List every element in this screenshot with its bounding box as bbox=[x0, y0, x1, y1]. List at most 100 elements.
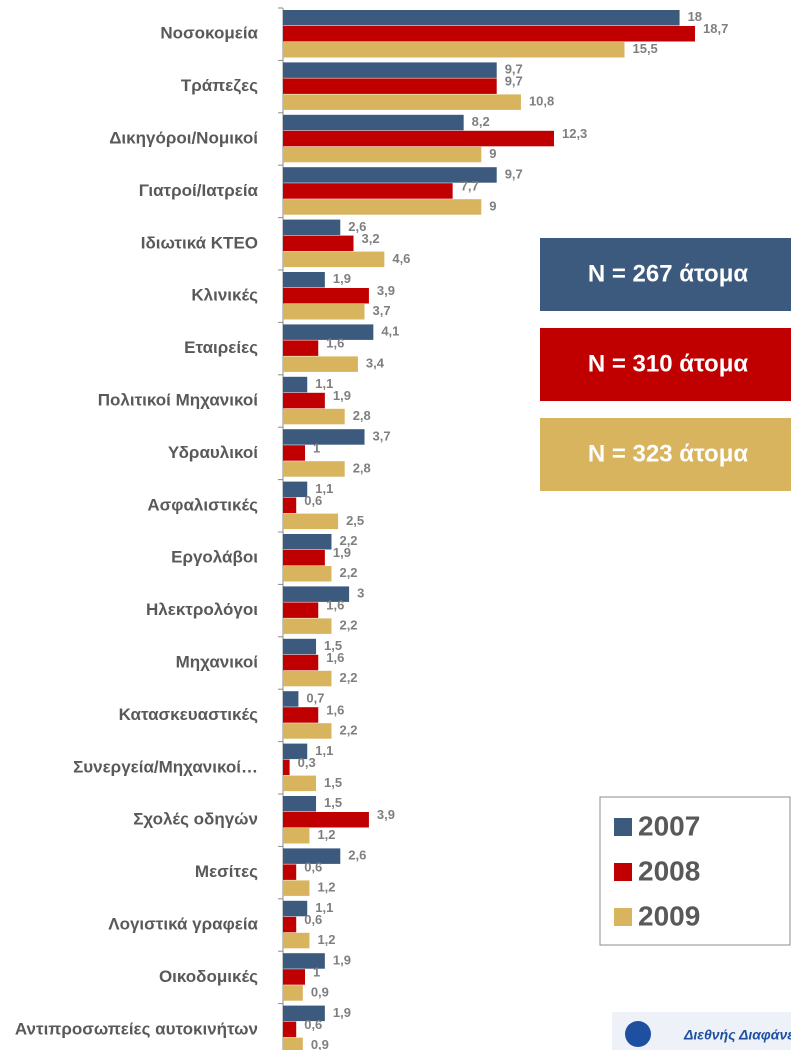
bar bbox=[283, 602, 319, 618]
legend-swatch bbox=[614, 818, 632, 836]
bar bbox=[283, 78, 497, 94]
bar bbox=[283, 408, 345, 425]
data-label: 1,9 bbox=[333, 545, 351, 560]
data-label: 2,2 bbox=[339, 618, 357, 633]
sample-box bbox=[540, 328, 791, 401]
bar bbox=[283, 1005, 325, 1022]
data-label: 3,4 bbox=[366, 356, 385, 371]
data-label: 1,5 bbox=[324, 638, 342, 653]
bar bbox=[283, 26, 695, 42]
bar bbox=[283, 880, 310, 896]
bar bbox=[283, 638, 317, 655]
bar bbox=[283, 848, 341, 864]
data-label: 1,6 bbox=[326, 702, 344, 717]
data-label: 1,2 bbox=[317, 880, 335, 895]
data-label: 9,7 bbox=[505, 74, 523, 89]
bar bbox=[283, 62, 497, 78]
category-label: Μεσίτες bbox=[195, 862, 258, 881]
bar bbox=[283, 670, 332, 687]
data-label: 0,6 bbox=[304, 493, 322, 508]
bar bbox=[283, 167, 497, 183]
data-label: 9 bbox=[489, 198, 496, 213]
data-label: 2,8 bbox=[353, 460, 371, 475]
data-label: 15,5 bbox=[632, 41, 657, 56]
category-label: Αντιπροσωπείες αυτοκινήτων bbox=[15, 1019, 258, 1038]
data-label: 1,1 bbox=[315, 376, 333, 391]
data-label: 0,7 bbox=[306, 690, 324, 705]
category-label: Οικοδομικές bbox=[159, 967, 258, 986]
sample-box bbox=[540, 418, 791, 491]
category-label: Ιδιωτικά ΚΤΕΟ bbox=[141, 233, 258, 252]
data-label: 2,2 bbox=[339, 722, 357, 737]
category-label: Εργολάβοι bbox=[171, 548, 258, 567]
sample-box bbox=[540, 238, 791, 311]
bar bbox=[283, 550, 325, 566]
bar bbox=[283, 691, 299, 707]
logo-text: Διεθνής Διαφάνεια bbox=[683, 1027, 791, 1043]
data-label: 18 bbox=[688, 9, 702, 24]
data-label: 8,2 bbox=[472, 114, 490, 129]
bar bbox=[283, 376, 308, 393]
bar bbox=[283, 513, 339, 530]
category-label: Κατασκευαστικές bbox=[119, 705, 259, 724]
category-label: Μηχανικοί bbox=[176, 652, 259, 671]
bar bbox=[283, 775, 317, 792]
bar bbox=[283, 828, 310, 844]
legend-swatch bbox=[614, 863, 632, 881]
bar bbox=[283, 324, 374, 340]
data-label: 2,2 bbox=[339, 670, 357, 685]
data-label: 1 bbox=[313, 964, 320, 979]
legend-label: 2007 bbox=[638, 810, 700, 841]
category-label: Ηλεκτρολόγοι bbox=[146, 600, 258, 619]
data-label: 1,6 bbox=[326, 336, 344, 351]
bar bbox=[283, 94, 521, 110]
data-label: 1,9 bbox=[333, 1005, 351, 1020]
bar bbox=[283, 566, 332, 582]
bar bbox=[283, 953, 325, 969]
legend-label: 2008 bbox=[638, 855, 700, 886]
bar bbox=[283, 1021, 297, 1038]
category-label: Δικηγόροι/Νομικοί bbox=[109, 128, 258, 147]
bar bbox=[283, 356, 358, 372]
bar bbox=[283, 864, 297, 880]
bar bbox=[283, 445, 306, 461]
data-label: 1,5 bbox=[324, 775, 342, 790]
bar bbox=[283, 743, 308, 760]
data-label: 18,7 bbox=[703, 21, 728, 36]
data-label: 1,5 bbox=[324, 795, 342, 810]
data-label: 2,6 bbox=[348, 848, 366, 863]
data-label: 3,7 bbox=[373, 428, 391, 443]
data-label: 1,9 bbox=[333, 388, 351, 403]
category-label: Λογιστικά γραφεία bbox=[108, 914, 258, 933]
bar bbox=[283, 618, 332, 634]
bar bbox=[283, 985, 303, 1001]
data-label: 1 bbox=[313, 440, 320, 455]
data-label: 9,7 bbox=[505, 62, 523, 77]
data-label: 0,9 bbox=[311, 1037, 329, 1050]
category-label: Νοσοκομεία bbox=[160, 24, 258, 43]
bar bbox=[283, 114, 464, 131]
category-label: Εταιρείες bbox=[184, 338, 258, 357]
bar bbox=[283, 130, 554, 147]
bar bbox=[283, 916, 297, 933]
category-label: Τράπεζες bbox=[181, 76, 258, 95]
data-label: 12,3 bbox=[562, 126, 587, 141]
data-label: 0,6 bbox=[304, 860, 322, 875]
bar bbox=[283, 723, 332, 739]
bar bbox=[283, 272, 325, 288]
bar bbox=[283, 392, 325, 409]
data-label: 3,2 bbox=[362, 231, 380, 246]
data-label: 9 bbox=[489, 146, 496, 161]
sample-note: N = 323 άτομα bbox=[588, 440, 749, 467]
data-label: 1,1 bbox=[315, 743, 333, 758]
category-label: Γιατροί/Ιατρεία bbox=[139, 181, 259, 200]
bar bbox=[283, 1037, 303, 1050]
data-label: 3,7 bbox=[373, 303, 391, 318]
bar bbox=[283, 707, 319, 723]
category-label: Συνεργεία/Μηχανικοί… bbox=[73, 757, 258, 776]
bar bbox=[283, 235, 354, 252]
data-label: 2,2 bbox=[339, 565, 357, 580]
bar bbox=[283, 812, 369, 828]
bar bbox=[283, 340, 319, 356]
bar bbox=[283, 42, 625, 58]
